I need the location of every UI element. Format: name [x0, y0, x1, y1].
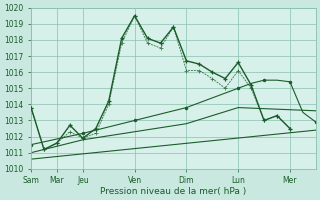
X-axis label: Pression niveau de la mer( hPa ): Pression niveau de la mer( hPa ) — [100, 187, 247, 196]
